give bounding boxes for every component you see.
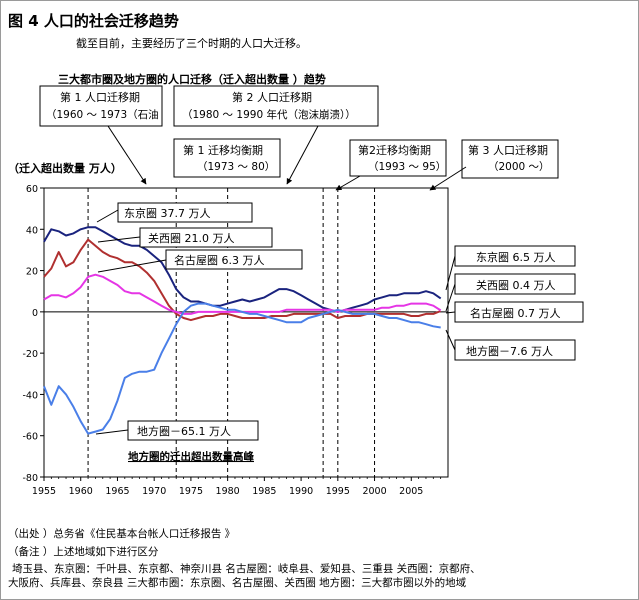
- callout-chiho-end: 地方圈－7.6 万人: [445, 329, 576, 361]
- series-line-名古屋圈: [43, 273, 442, 315]
- y-tick-label: -40: [22, 390, 38, 401]
- x-tick-label: 2005: [399, 486, 423, 497]
- callout-nagoya-end: 名古屋圈 0.7 万人: [445, 301, 584, 323]
- callout-period-2-title: 第 2 人口迁移期: [232, 90, 312, 104]
- x-tick-label: 1955: [32, 486, 56, 497]
- callout-chiho-low-caption: 地方圈的迁出超出数量高峰: [128, 450, 254, 463]
- callout-balance-2-sub: （1993 ～ 95）: [368, 161, 446, 173]
- callout-period-3-sub: （2000 ～）: [488, 161, 550, 173]
- callout-tokyo-peak: 东京圈 37.7 万人: [96, 202, 253, 223]
- callout-nagoya-peak-label: 名古屋圈 6.3 万人: [174, 253, 265, 267]
- callout-chiho-end-label: 地方圈－7.6 万人: [466, 344, 553, 358]
- figure-subtitle: 截至目前，主要经历了三个时期的人口大迁移。: [76, 37, 307, 50]
- x-tick-label: 1960: [69, 486, 93, 497]
- y-axis-label: （迁入超出数量 万人）: [8, 161, 122, 175]
- x-tick-label: 1985: [252, 486, 276, 497]
- callout-kansai-end-label: 关西圈 0.4 万人: [476, 278, 556, 292]
- chart-title: 三大都市圈及地方圈的人口迁移（迁入超出数量 ）趋势: [58, 73, 326, 86]
- x-tick-label: 2000: [362, 486, 386, 497]
- y-tick-label: 0: [32, 308, 38, 319]
- plot-area: [43, 187, 449, 478]
- callout-period-2: 第 2 人口迁移期 （1980 ～ 1990 年代（泡沫崩溃））: [173, 85, 379, 185]
- callout-kansai-peak: 关西圈 21.0 万人: [97, 227, 273, 248]
- callout-kansai-end: 关西圈 0.4 万人: [445, 273, 576, 312]
- callout-balance-1-title: 第 1 迁移均衡期: [183, 143, 263, 157]
- callout-nagoya-peak: 名古屋圈 6.3 万人: [97, 249, 303, 273]
- y-tick-label: 20: [26, 267, 38, 278]
- remark-line-3: 大阪府、兵库县、奈良县 三大都市圈：东京圈、名古屋圈、关西圈 地方圈：三大都市圈…: [8, 577, 467, 589]
- remark-note: （备注 ）上述地域如下进行区分: [8, 546, 159, 558]
- callout-tokyo-peak-label: 东京圈 37.7 万人: [124, 206, 211, 220]
- callout-period-2-sub: （1980 ～ 1990 年代（泡沫崩溃））: [182, 108, 356, 121]
- axes: 60 40 20 0 -20 -40 -60 -80 1955 1960 1965 1970 1975 1…: [22, 184, 449, 497]
- x-tick-label: 1995: [326, 486, 350, 497]
- source-note: （出处 ）总务省《住民基本台帐人口迁移报告 》: [8, 528, 236, 540]
- y-tick-label: -60: [22, 432, 38, 443]
- x-tick-label: 1980: [216, 486, 240, 497]
- callout-balance-1: 第 1 迁移均衡期 （1973 ～ 80）: [173, 138, 281, 178]
- callout-period-1-title: 第 1 人口迁移期: [60, 90, 140, 104]
- x-tick-label: 1975: [179, 486, 203, 497]
- series-line-东京圈: [43, 226, 442, 313]
- callout-nagoya-end-label: 名古屋圈 0.7 万人: [470, 306, 561, 320]
- callout-tokyo-end: 东京圈 6.5 万人: [445, 245, 576, 291]
- x-tick-label: 1990: [289, 486, 313, 497]
- remark-line-2: 埼玉县、东京圈：千叶县、东京都、神奈川县 名古屋圈：岐阜县、爱知县、三重县 关西…: [12, 563, 481, 575]
- y-tick-label: -20: [22, 349, 38, 360]
- x-tick-label: 1965: [105, 486, 129, 497]
- callout-period-3-title: 第 3 人口迁移期: [468, 143, 548, 157]
- callout-period-1-sub: （1960 ～ 1973（石油: [46, 108, 159, 121]
- callout-balance-2: 第2迁移均衡期 （1993 ～ 95）: [335, 139, 447, 191]
- series-line-地方圈: [43, 302, 441, 435]
- y-tick-label: 40: [26, 225, 38, 236]
- y-tick-label: -80: [22, 473, 38, 484]
- callout-kansai-peak-label: 关西圈 21.0 万人: [148, 231, 235, 245]
- y-tick-label: 60: [26, 184, 38, 195]
- callout-period-1: 第 1 人口迁移期 （1960 ～ 1973（石油: [39, 85, 163, 185]
- callout-chiho-low-label: 地方圈－65.1 万人: [137, 424, 231, 438]
- callout-chiho-low: 地方圈－65.1 万人 地方圈的迁出超出数量高峰: [95, 420, 259, 463]
- callout-balance-2-title: 第2迁移均衡期: [358, 143, 431, 157]
- plot-lines: [43, 226, 442, 435]
- callout-balance-1-sub: （1973 ～ 80）: [197, 161, 275, 173]
- callout-tokyo-end-label: 东京圈 6.5 万人: [476, 250, 556, 264]
- x-tick-label: 1970: [142, 486, 166, 497]
- callout-period-3: 第 3 人口迁移期 （2000 ～）: [429, 139, 559, 191]
- figure-title: 图 4 人口的社会迁移趋势: [8, 12, 179, 30]
